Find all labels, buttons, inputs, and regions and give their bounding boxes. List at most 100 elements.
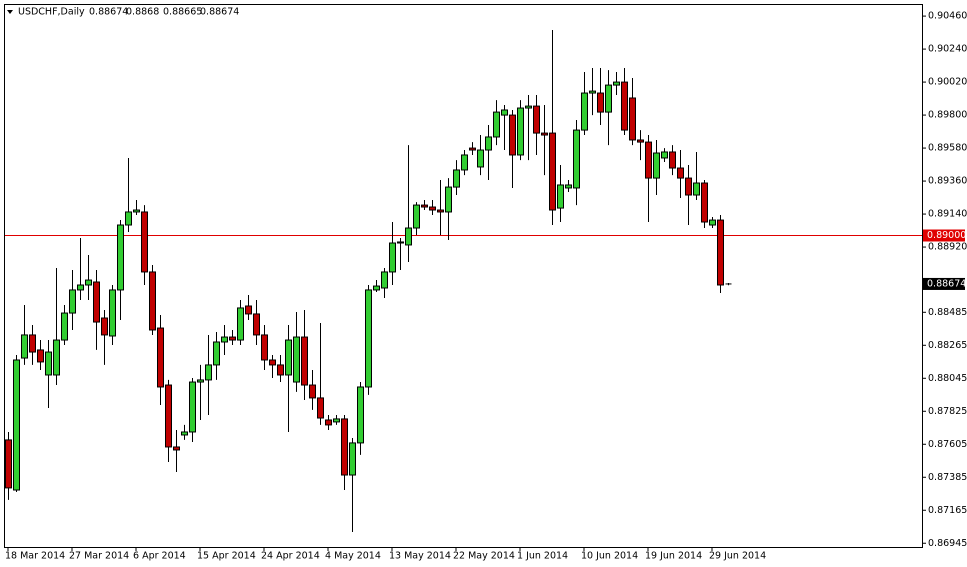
candle-body (349, 442, 356, 476)
candle-body (453, 169, 460, 188)
candle-body (237, 307, 244, 341)
plot-frame (4, 4, 923, 548)
low-price: 0.88665 (163, 7, 202, 18)
candle-body (45, 351, 52, 376)
candle-body (613, 81, 620, 86)
candle-body (77, 284, 84, 291)
candle-body (157, 327, 164, 388)
candle-body (469, 147, 476, 151)
candle-body (229, 336, 236, 341)
candle-body (93, 281, 100, 323)
candle-body (597, 92, 604, 113)
candle-body (637, 139, 644, 143)
candle-body (605, 84, 612, 113)
y-tick-label: 0.90240 (928, 44, 967, 55)
candle-body (485, 136, 492, 151)
candle-body (493, 111, 500, 138)
candle-body (685, 177, 692, 196)
candle-body (85, 279, 92, 286)
candle-body (5, 439, 12, 489)
level-label: 0.89000 (927, 230, 966, 241)
candle-body (645, 141, 652, 179)
candle-body (277, 364, 284, 376)
candle-body (445, 186, 452, 213)
candle-body (517, 107, 524, 156)
y-tick-label: 0.87165 (928, 505, 967, 516)
x-tick-label: 24 Apr 2014 (261, 551, 320, 562)
candle-body (293, 336, 300, 383)
x-tick-label: 1 Jun 2014 (517, 551, 568, 562)
candle-body (629, 97, 636, 141)
candle-body (221, 336, 228, 343)
candle-body (405, 227, 412, 246)
y-tick-label: 0.88920 (928, 242, 967, 253)
x-tick-label: 19 Jun 2014 (645, 551, 702, 562)
menu-arrow[interactable] (7, 10, 13, 14)
candle-body (101, 317, 108, 336)
x-tick-label: 18 Mar 2014 (5, 551, 65, 562)
x-tick-label: 13 May 2014 (389, 551, 451, 562)
candle-body (117, 224, 124, 291)
close-price: 0.88674 (200, 7, 239, 18)
candle-body (333, 418, 340, 423)
candle-body (557, 184, 564, 209)
y-tick-label: 0.87385 (928, 472, 967, 483)
candle-body (381, 271, 388, 289)
candle-body (541, 132, 548, 136)
candle-body (421, 204, 428, 208)
candle-body (365, 289, 372, 388)
y-tick-label: 0.88265 (928, 340, 967, 351)
candle-body (261, 334, 268, 361)
candle-body (709, 219, 716, 226)
y-tick-label: 0.90020 (928, 77, 967, 88)
candle-body (373, 285, 380, 291)
x-tick-label: 29 Jun 2014 (709, 551, 766, 562)
candle-body (37, 349, 44, 363)
price-label-box (923, 277, 965, 290)
candle-body (325, 419, 332, 426)
candle-body (589, 90, 596, 94)
candle-body (621, 81, 628, 131)
y-tick-label: 0.89360 (928, 176, 967, 187)
candle-body (301, 336, 308, 386)
candle-body (269, 359, 276, 366)
candle-body (21, 334, 28, 359)
y-tick-label: 0.89140 (928, 209, 967, 220)
y-tick-label: 0.86945 (928, 538, 967, 549)
candle-body (357, 386, 364, 444)
candle-body (509, 114, 516, 156)
candle-body (501, 109, 508, 116)
candle-body (181, 431, 188, 436)
x-tick-label: 6 Apr 2014 (133, 551, 186, 562)
candle-body (653, 152, 660, 179)
candle-body (677, 167, 684, 179)
level-label-box (923, 229, 965, 242)
candle-body (549, 132, 556, 211)
candle-body (413, 204, 420, 229)
x-tick-label: 22 May 2014 (453, 551, 515, 562)
symbol-label: USDCHF,Daily (18, 7, 85, 18)
candle-body (285, 339, 292, 376)
candle-body (125, 211, 132, 226)
y-tick-label: 0.88485 (928, 307, 967, 318)
x-tick-label: 4 May 2014 (325, 551, 381, 562)
candle-body (109, 289, 116, 337)
x-tick-label: 15 Apr 2014 (197, 551, 256, 562)
candle-body (525, 105, 532, 109)
candle-body (477, 149, 484, 168)
candle-body (205, 364, 212, 381)
candle-body (437, 209, 444, 213)
candle-body (669, 151, 676, 169)
candle-body (69, 289, 76, 314)
candle-body (61, 312, 68, 341)
candle-body (693, 182, 700, 196)
candle-body (341, 418, 348, 476)
candle-body (317, 397, 324, 419)
candle-body (717, 219, 724, 286)
candle-body (253, 313, 260, 336)
candle-body (389, 242, 396, 273)
high-price: 0.8868 (126, 7, 159, 18)
candle-body (245, 305, 252, 315)
